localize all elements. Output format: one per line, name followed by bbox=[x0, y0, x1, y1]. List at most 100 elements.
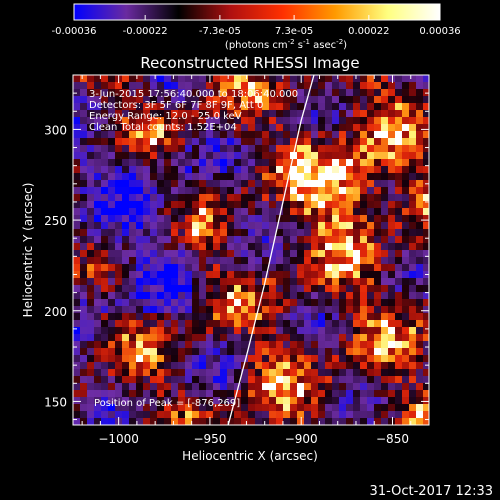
heatmap-pixel bbox=[108, 418, 115, 425]
heatmap-pixel bbox=[94, 187, 101, 194]
heatmap-pixel bbox=[185, 117, 192, 124]
heatmap-pixel bbox=[185, 418, 192, 425]
heatmap-pixel bbox=[94, 271, 101, 278]
heatmap-pixel bbox=[339, 145, 346, 152]
heatmap-pixel bbox=[115, 299, 122, 306]
heatmap-pixel bbox=[192, 103, 199, 110]
heatmap-pixel bbox=[129, 327, 136, 334]
heatmap-pixel bbox=[108, 320, 115, 327]
heatmap-pixel bbox=[143, 348, 150, 355]
heatmap-pixel bbox=[164, 243, 171, 250]
heatmap-pixel bbox=[122, 257, 129, 264]
heatmap-pixel bbox=[220, 138, 227, 145]
heatmap-pixel bbox=[353, 75, 360, 82]
heatmap-pixel bbox=[150, 390, 157, 397]
heatmap-pixel bbox=[129, 180, 136, 187]
heatmap-pixel bbox=[409, 390, 416, 397]
heatmap-pixel bbox=[416, 355, 423, 362]
heatmap-pixel bbox=[402, 418, 409, 425]
heatmap-pixel bbox=[353, 166, 360, 173]
heatmap-pixel bbox=[297, 138, 304, 145]
heatmap-pixel bbox=[395, 103, 402, 110]
heatmap-pixel bbox=[87, 278, 94, 285]
heatmap-pixel bbox=[185, 306, 192, 313]
heatmap-pixel bbox=[388, 257, 395, 264]
heatmap-pixel bbox=[101, 383, 108, 390]
heatmap-pixel bbox=[129, 369, 136, 376]
heatmap-pixel bbox=[220, 320, 227, 327]
heatmap-pixel bbox=[73, 110, 80, 117]
heatmap-pixel bbox=[213, 418, 220, 425]
heatmap-pixel bbox=[206, 383, 213, 390]
heatmap-pixel bbox=[136, 355, 143, 362]
heatmap-pixel bbox=[311, 404, 318, 411]
heatmap-pixel bbox=[262, 418, 269, 425]
heatmap-pixel bbox=[108, 334, 115, 341]
heatmap-pixel bbox=[248, 313, 255, 320]
heatmap-pixel bbox=[73, 75, 80, 82]
heatmap-pixel bbox=[192, 299, 199, 306]
heatmap-pixel bbox=[87, 187, 94, 194]
heatmap-pixel bbox=[227, 418, 234, 425]
heatmap-pixel bbox=[129, 201, 136, 208]
heatmap-pixel bbox=[255, 75, 262, 82]
heatmap-pixel bbox=[94, 131, 101, 138]
heatmap-pixel bbox=[241, 299, 248, 306]
heatmap-pixel bbox=[325, 82, 332, 89]
heatmap-pixel bbox=[220, 313, 227, 320]
heatmap-pixel bbox=[192, 362, 199, 369]
heatmap-pixel bbox=[402, 334, 409, 341]
heatmap-pixel bbox=[332, 187, 339, 194]
heatmap-pixel bbox=[346, 89, 353, 96]
heatmap-pixel bbox=[136, 411, 143, 418]
colorbar-ticks: -0.00036 -0.00022 -7.3e-05 7.3e-05 0.00022 0.… bbox=[52, 15, 461, 37]
heatmap-pixel bbox=[388, 201, 395, 208]
heatmap-pixel bbox=[80, 138, 87, 145]
heatmap-pixel bbox=[101, 299, 108, 306]
heatmap-pixel bbox=[164, 201, 171, 208]
heatmap-pixel bbox=[395, 278, 402, 285]
heatmap-pixel bbox=[283, 208, 290, 215]
heatmap-pixel bbox=[213, 152, 220, 159]
heatmap-pixel bbox=[395, 96, 402, 103]
heatmap-pixel bbox=[318, 411, 325, 418]
heatmap-pixel bbox=[339, 229, 346, 236]
heatmap-pixel bbox=[388, 376, 395, 383]
heatmap-pixel bbox=[185, 390, 192, 397]
heatmap-pixel bbox=[122, 89, 129, 96]
heatmap-pixel bbox=[353, 257, 360, 264]
heatmap-pixel bbox=[178, 208, 185, 215]
heatmap-pixel bbox=[255, 285, 262, 292]
heatmap-pixel bbox=[185, 411, 192, 418]
heatmap-pixel bbox=[318, 348, 325, 355]
heatmap-pixel bbox=[213, 264, 220, 271]
heatmap-pixel bbox=[192, 215, 199, 222]
heatmap-pixel bbox=[395, 89, 402, 96]
heatmap-pixel bbox=[150, 110, 157, 117]
heatmap-pixel bbox=[318, 369, 325, 376]
heatmap-pixel bbox=[367, 96, 374, 103]
heatmap-pixel bbox=[185, 397, 192, 404]
heatmap-pixel bbox=[136, 180, 143, 187]
heatmap-pixel bbox=[108, 236, 115, 243]
heatmap-pixel bbox=[241, 82, 248, 89]
heatmap-pixel bbox=[388, 96, 395, 103]
heatmap-pixel bbox=[262, 173, 269, 180]
heatmap-pixel bbox=[101, 131, 108, 138]
heatmap-pixel bbox=[178, 285, 185, 292]
heatmap-pixel bbox=[423, 306, 429, 313]
chart-title: Reconstructed RHESSI Image bbox=[140, 54, 359, 72]
heatmap-pixel bbox=[269, 89, 276, 96]
heatmap-pixel bbox=[73, 89, 80, 96]
heatmap-pixel bbox=[409, 271, 416, 278]
heatmap-pixel bbox=[248, 201, 255, 208]
heatmap-pixel bbox=[192, 159, 199, 166]
heatmap-pixel bbox=[311, 257, 318, 264]
heatmap-pixel bbox=[241, 131, 248, 138]
heatmap-pixel bbox=[206, 243, 213, 250]
heatmap-pixel bbox=[157, 117, 164, 124]
heatmap-pixel bbox=[136, 271, 143, 278]
heatmap-pixel bbox=[346, 348, 353, 355]
heatmap-pixel bbox=[262, 369, 269, 376]
heatmap-pixel bbox=[339, 110, 346, 117]
